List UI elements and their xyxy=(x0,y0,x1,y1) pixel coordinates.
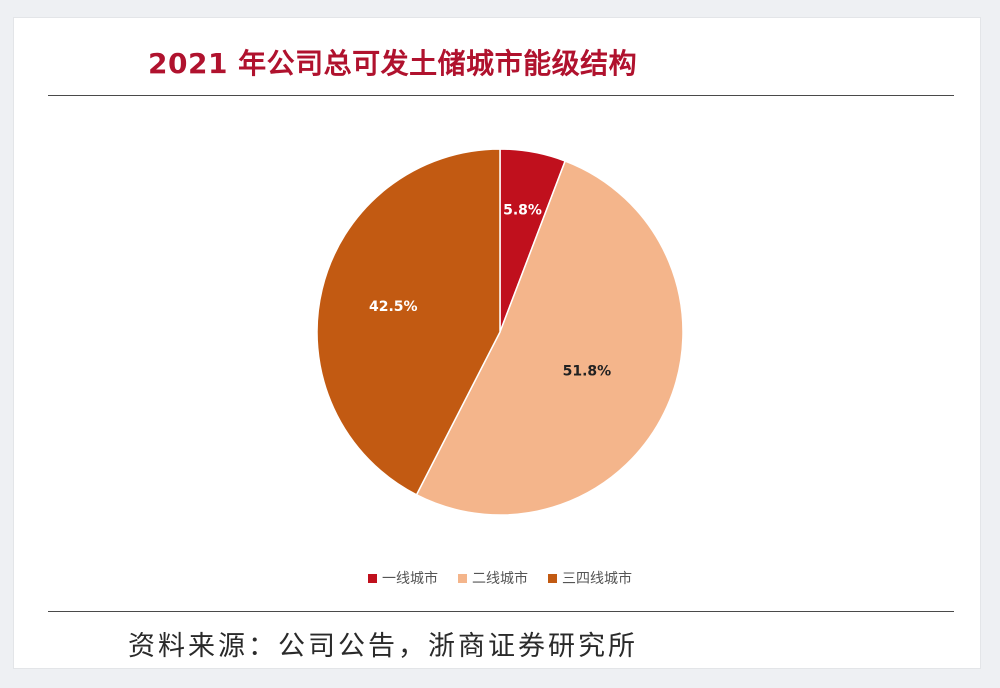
legend-swatch-3 xyxy=(548,574,557,583)
pie-slice-3 xyxy=(316,148,501,496)
legend-label-2: 二线城市 xyxy=(472,571,528,587)
legend-swatch-2 xyxy=(458,574,467,583)
source-divider xyxy=(48,611,954,612)
slice-label-1: 5.8% xyxy=(503,203,542,219)
legend-item-1: 一线城市 xyxy=(368,568,438,588)
pie-slice-2 xyxy=(415,160,684,516)
legend-item-2: 二线城市 xyxy=(458,568,528,588)
chart-title: 2021 年公司总可发土储城市能级结构 xyxy=(148,47,638,80)
source-note: 资料来源：公司公告，浙商证券研究所 xyxy=(128,631,638,662)
legend-label-3: 三四线城市 xyxy=(562,571,632,587)
legend-item-3: 三四线城市 xyxy=(548,568,632,588)
slice-label-2: 51.8% xyxy=(563,364,612,380)
title-divider xyxy=(48,95,954,96)
slice-label-3: 42.5% xyxy=(369,299,418,315)
legend-label-1: 一线城市 xyxy=(382,571,438,587)
chart-legend: 一线城市 二线城市 三四线城市 xyxy=(0,568,1000,588)
legend-swatch-1 xyxy=(368,574,377,583)
